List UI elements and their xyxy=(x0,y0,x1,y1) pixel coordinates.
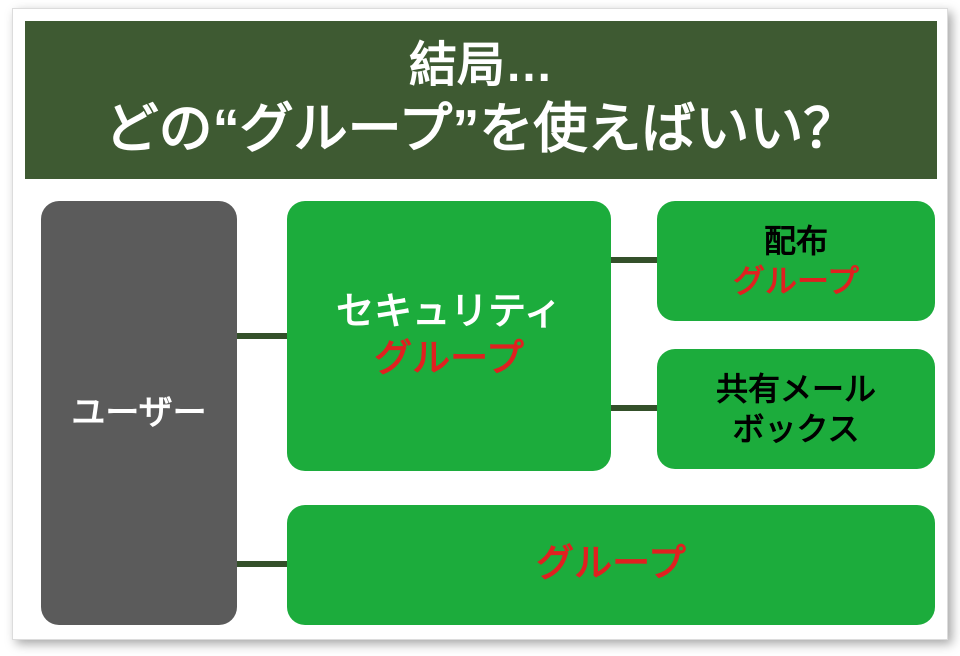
node-distribution: 配布 グループ xyxy=(657,201,935,321)
connector-security-sharedmailbox xyxy=(611,405,657,411)
slide-frame: 結局… どの“グループ”を使えばいい？ ユーザー セキュリティ グループ 配布 … xyxy=(12,8,948,640)
node-distribution-label-2: グループ xyxy=(733,261,859,301)
connector-security-distribution xyxy=(611,257,657,263)
node-security-label-2: グループ xyxy=(374,336,524,384)
node-user-label: ユーザー xyxy=(71,392,206,435)
connector-user-security xyxy=(237,333,287,339)
node-shared-mailbox-label-1: 共有メール xyxy=(716,369,876,409)
diagram-canvas: ユーザー セキュリティ グループ 配布 グループ 共有メール ボックス グループ xyxy=(13,9,949,641)
node-security: セキュリティ グループ xyxy=(287,201,611,471)
node-group-label: グループ xyxy=(536,541,686,589)
connector-user-group xyxy=(237,561,287,567)
node-shared-mailbox-label-2: ボックス xyxy=(732,409,859,449)
node-shared-mailbox: 共有メール ボックス xyxy=(657,349,935,469)
node-group: グループ xyxy=(287,505,935,625)
node-security-label-1: セキュリティ xyxy=(336,289,562,337)
node-distribution-label-1: 配布 xyxy=(764,221,828,261)
node-user: ユーザー xyxy=(41,201,237,625)
